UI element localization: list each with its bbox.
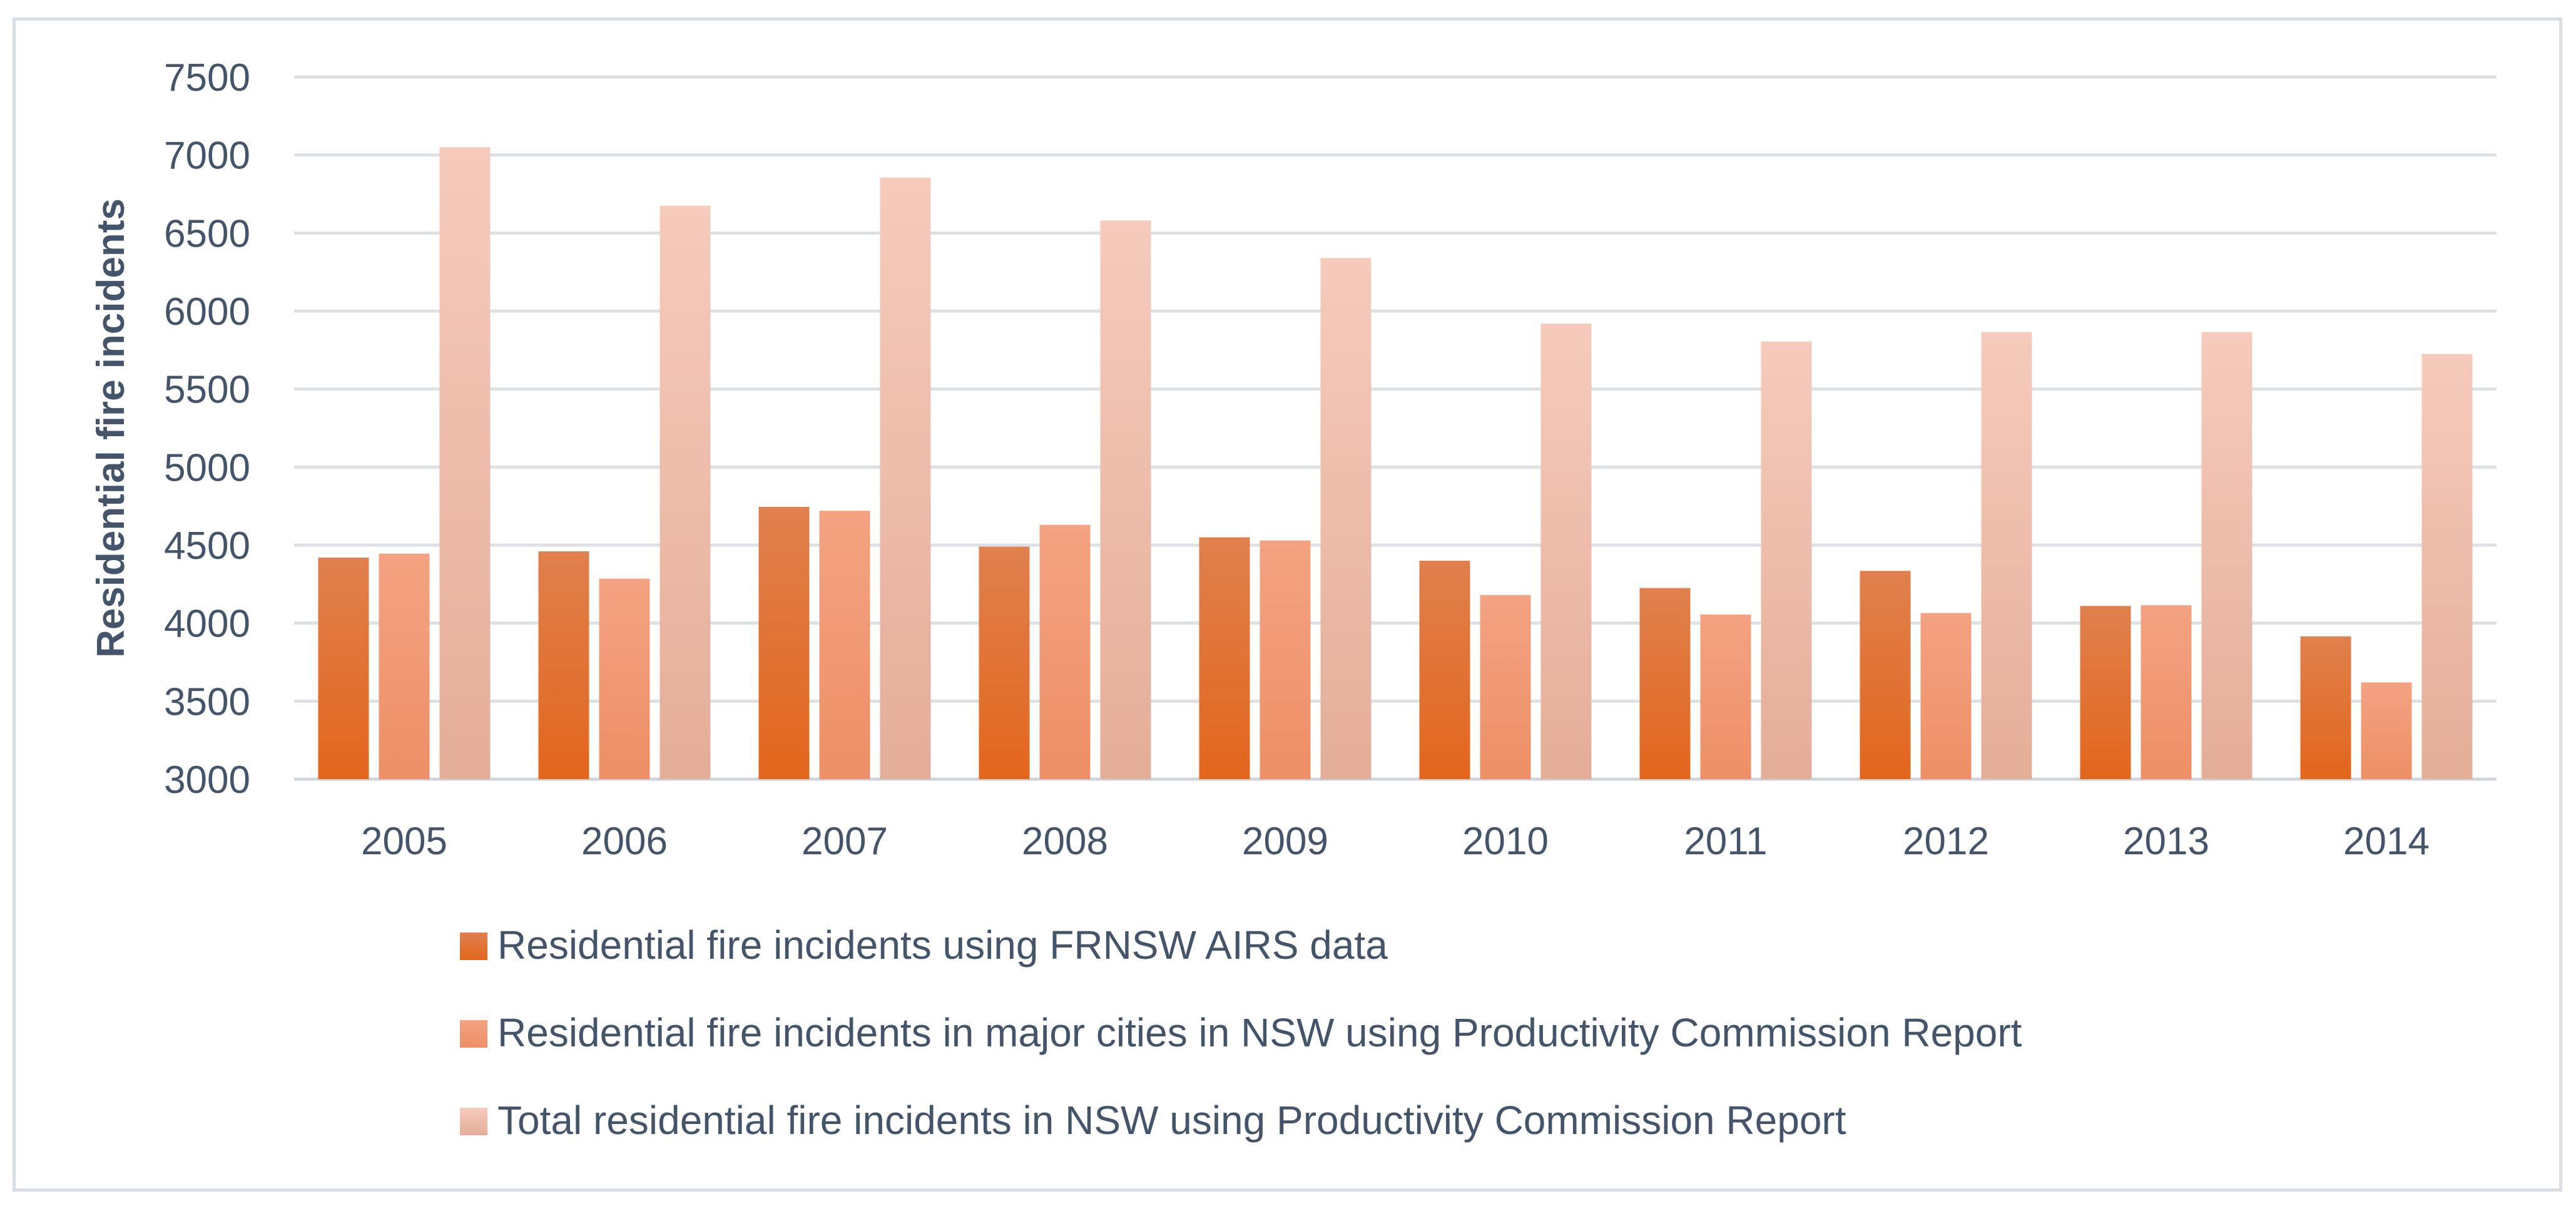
bar-2007-series-3 — [880, 177, 931, 779]
bar-2014-series-3 — [2421, 354, 2473, 779]
bars — [318, 147, 2473, 779]
bar-2013-series-1 — [2080, 606, 2131, 779]
bar-2010-series-1 — [1419, 560, 1470, 779]
x-tick-label: 2006 — [581, 820, 668, 863]
bar-2010-series-3 — [1540, 323, 1592, 779]
x-tick-label: 2014 — [2343, 820, 2430, 863]
x-tick-label: 2011 — [1684, 820, 1767, 863]
bar-2011-series-2 — [1700, 614, 1751, 779]
bar-2006-series-3 — [659, 205, 711, 779]
x-tick-label: 2009 — [1242, 820, 1328, 863]
bar-2005-series-3 — [439, 147, 491, 779]
x-tick-label: 2007 — [802, 820, 888, 863]
bar-2009-series-3 — [1320, 258, 1372, 779]
bar-2012-series-3 — [1981, 332, 2032, 779]
legend-label-1: Residential fire incidents using FRNSW A… — [497, 922, 1388, 968]
y-axis-title: Residential fire incidents — [89, 198, 133, 658]
bar-2011-series-1 — [1639, 588, 1691, 779]
bar-2012-series-2 — [1920, 613, 1972, 779]
bar-2014-series-2 — [2361, 682, 2412, 779]
legend-swatch-2 — [460, 1020, 487, 1048]
bar-2007-series-1 — [758, 506, 810, 779]
y-tick-label: 7000 — [164, 135, 250, 178]
bar-2010-series-2 — [1480, 595, 1531, 779]
bar-2014-series-1 — [2300, 636, 2351, 779]
x-tick-label: 2013 — [2123, 820, 2209, 863]
legend-swatch-1 — [460, 933, 487, 960]
x-axis-ticks: 2005 2006 2007 2008 2009 2010 2011 2012 2013 2014 — [361, 820, 2430, 863]
x-tick-label: 2005 — [361, 820, 447, 863]
y-tick-label: 6000 — [164, 290, 250, 334]
y-tick-label: 5000 — [164, 446, 250, 489]
y-tick-label: 7500 — [164, 56, 250, 100]
legend-label-3: Total residential fire incidents in NSW … — [497, 1098, 1846, 1143]
bar-2009-series-2 — [1260, 540, 1311, 779]
bar-2011-series-3 — [1761, 341, 1812, 779]
bar-2008-series-3 — [1100, 220, 1151, 779]
y-tick-label: 4000 — [164, 603, 250, 646]
legend-swatch-3 — [460, 1108, 487, 1135]
bar-2006-series-1 — [538, 551, 589, 779]
bar-2008-series-2 — [1039, 524, 1091, 779]
y-tick-label: 3000 — [164, 759, 250, 802]
x-tick-label: 2008 — [1022, 820, 1108, 863]
bar-2013-series-2 — [2141, 605, 2192, 779]
bar-2012-series-1 — [1860, 571, 1911, 779]
y-tick-label: 4500 — [164, 524, 250, 568]
y-tick-label: 5500 — [164, 369, 250, 412]
bar-2005-series-1 — [318, 557, 369, 779]
x-tick-label: 2012 — [1903, 820, 1989, 863]
bar-2013-series-3 — [2201, 332, 2253, 779]
y-tick-label: 6500 — [164, 212, 250, 255]
bar-2006-series-2 — [599, 578, 650, 779]
bar-2007-series-2 — [819, 511, 870, 779]
y-tick-label: 3500 — [164, 680, 250, 723]
x-tick-label: 2010 — [1462, 820, 1549, 863]
bar-2005-series-2 — [379, 553, 430, 779]
y-axis-ticks: 3000 3500 4000 4500 5000 5500 6000 6500 7000 7500 — [164, 56, 250, 802]
legend: Residential fire incidents using FRNSW A… — [460, 922, 2022, 1143]
legend-label-2: Residential fire incidents in major citi… — [497, 1010, 2022, 1055]
bar-2008-series-1 — [979, 546, 1030, 779]
bar-2009-series-1 — [1199, 537, 1250, 779]
